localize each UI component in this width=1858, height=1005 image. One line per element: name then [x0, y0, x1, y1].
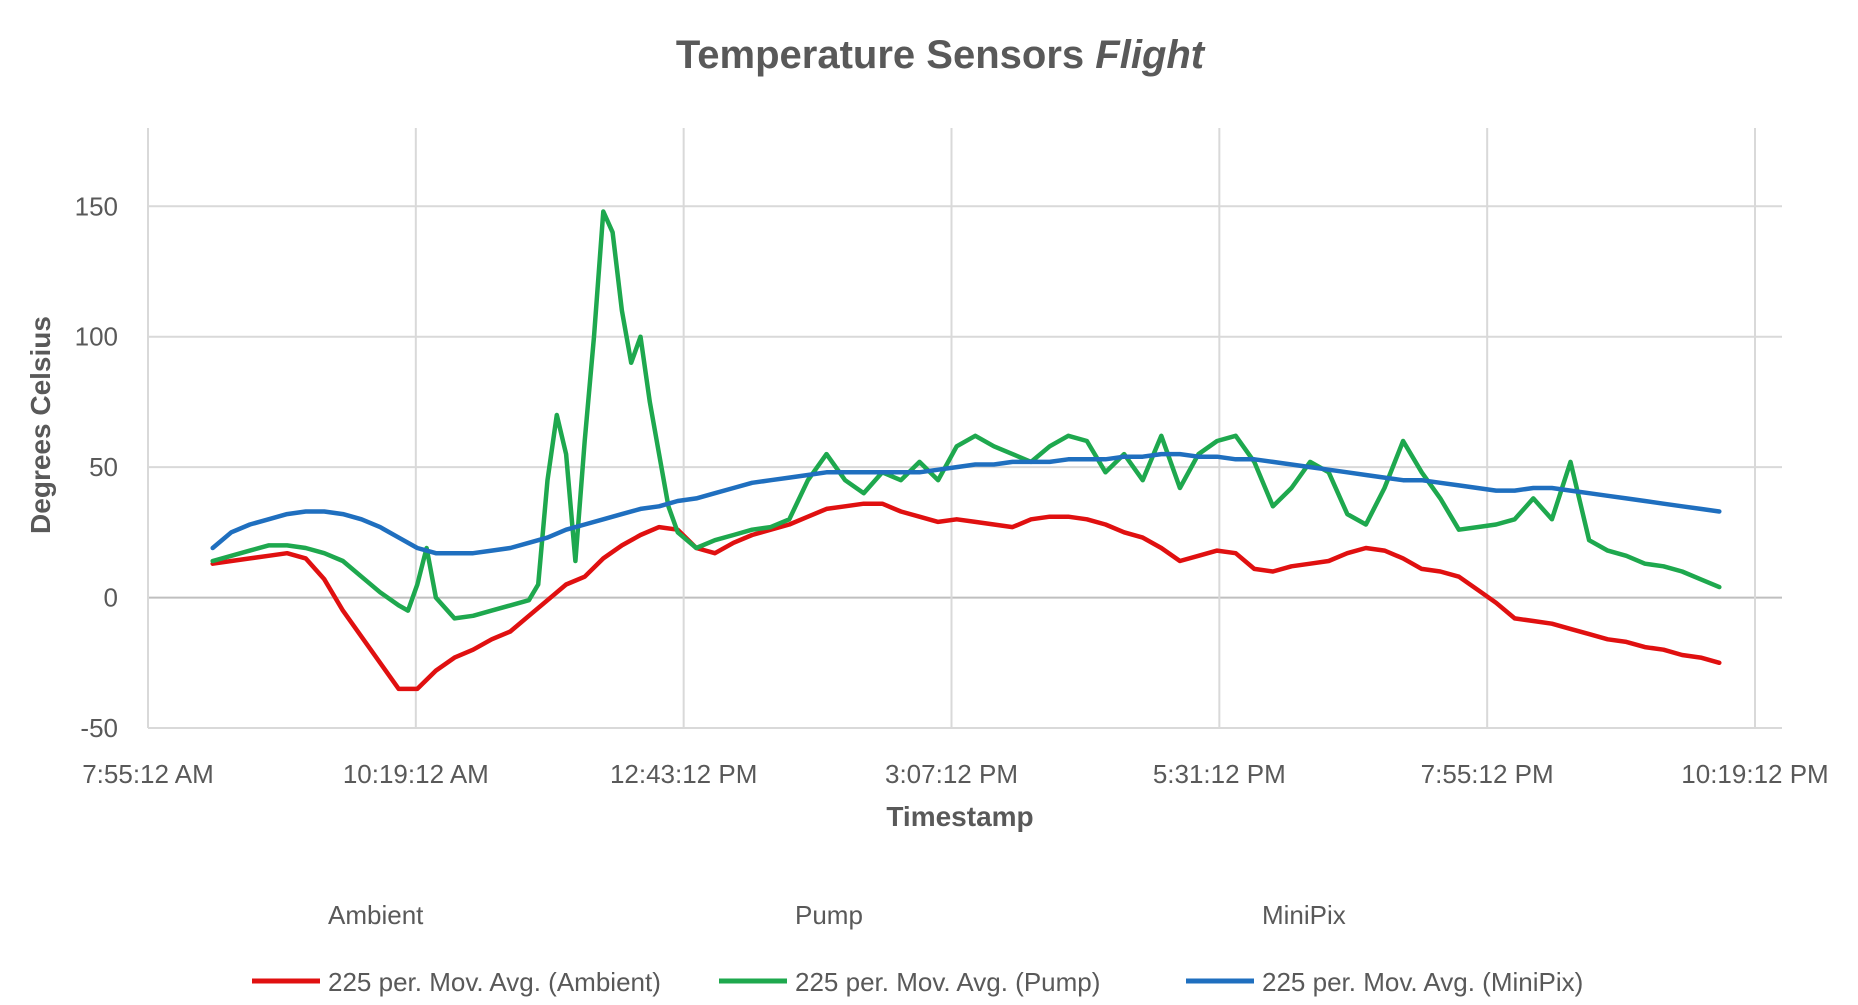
x-tick-label: 10:19:12 AM [343, 759, 489, 789]
gridlines [147, 128, 1782, 729]
legend: Ambient Pump MiniPix 225 per. Mov. Avg. … [252, 900, 1583, 997]
chart-title-main: Temperature Sensors [676, 33, 1084, 77]
legend-header-ambient: Ambient [328, 900, 424, 930]
y-tick-label: 50 [89, 452, 118, 482]
x-tick-label: 7:55:12 PM [1421, 759, 1554, 789]
x-tick-label: 3:07:12 PM [885, 759, 1018, 789]
y-axis-title: Degrees Celsius [25, 316, 56, 534]
x-tick-label: 12:43:12 PM [610, 759, 757, 789]
legend-label-ambient: 225 per. Mov. Avg. (Ambient) [328, 967, 661, 997]
series-line-2 [210, 451, 1722, 556]
legend-header-minipix: MiniPix [1262, 900, 1346, 930]
y-tick-label: 150 [75, 191, 118, 221]
x-tick-label: 7:55:12 AM [82, 759, 214, 789]
legend-label-pump: 225 per. Mov. Avg. (Pump) [795, 967, 1100, 997]
legend-label-minipix: 225 per. Mov. Avg. (MiniPix) [1262, 967, 1583, 997]
y-tick-label: -50 [80, 713, 118, 743]
x-axis-ticks: 7:55:12 AM 10:19:12 AM 12:43:12 PM 3:07:12 … [82, 759, 1828, 789]
series-line-0 [210, 501, 1722, 692]
y-tick-label: 100 [75, 322, 118, 352]
x-tick-label: 5:31:12 PM [1153, 759, 1286, 789]
chart-title: Temperature Sensors Flight [676, 33, 1206, 77]
series-line-1 [210, 209, 1722, 621]
x-axis-title: Timestamp [886, 801, 1033, 832]
y-tick-label: 0 [104, 583, 118, 613]
series-lines [210, 209, 1722, 692]
chart-title-italic: Flight [1095, 33, 1206, 77]
y-axis-ticks: -50 0 50 100 150 [75, 191, 118, 743]
legend-header-pump: Pump [795, 900, 863, 930]
x-tick-label: 10:19:12 PM [1681, 759, 1828, 789]
